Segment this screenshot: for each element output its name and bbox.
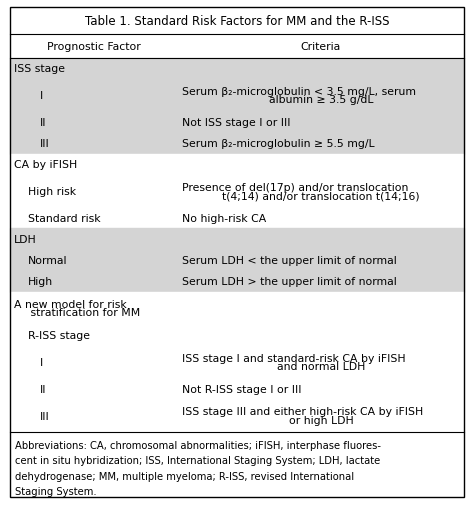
Bar bbox=[10, 325, 464, 346]
Text: Not R-ISS stage I or III: Not R-ISS stage I or III bbox=[182, 384, 301, 394]
Text: No high-risk CA: No high-risk CA bbox=[182, 214, 266, 224]
Text: Serum β₂-microglobulin ≥ 5.5 mg/L: Serum β₂-microglobulin ≥ 5.5 mg/L bbox=[182, 139, 374, 149]
Text: LDH: LDH bbox=[14, 234, 37, 244]
Bar bbox=[10, 229, 464, 250]
Text: Staging System.: Staging System. bbox=[15, 486, 97, 496]
Text: and normal LDH: and normal LDH bbox=[277, 361, 365, 371]
Bar bbox=[10, 292, 464, 325]
Text: II: II bbox=[40, 384, 46, 394]
Text: stratification for MM: stratification for MM bbox=[20, 308, 140, 318]
Text: High: High bbox=[28, 277, 53, 287]
Text: II: II bbox=[40, 118, 46, 128]
Bar bbox=[10, 378, 464, 399]
Text: Prognostic Factor: Prognostic Factor bbox=[47, 41, 141, 52]
Text: Abbreviations: CA, chromosomal abnormalities; iFISH, interphase fluores-: Abbreviations: CA, chromosomal abnormali… bbox=[15, 440, 381, 450]
Text: Normal: Normal bbox=[28, 256, 67, 266]
Bar bbox=[10, 250, 464, 271]
Text: III: III bbox=[40, 139, 50, 149]
Text: Criteria: Criteria bbox=[301, 41, 341, 52]
Text: Presence of del(17p) and/or translocation: Presence of del(17p) and/or translocatio… bbox=[182, 182, 409, 192]
Bar bbox=[10, 34, 464, 59]
Bar bbox=[10, 399, 464, 432]
Text: t(4;14) and/or translocation t(14;16): t(4;14) and/or translocation t(14;16) bbox=[222, 191, 420, 201]
Text: I: I bbox=[40, 91, 43, 101]
Text: III: III bbox=[40, 411, 50, 421]
Bar bbox=[10, 175, 464, 208]
Bar bbox=[10, 80, 464, 112]
Bar bbox=[10, 208, 464, 229]
Bar bbox=[10, 155, 464, 175]
Text: Standard risk: Standard risk bbox=[28, 214, 100, 224]
Text: Serum β₂-microglobulin < 3.5 mg/L, serum: Serum β₂-microglobulin < 3.5 mg/L, serum bbox=[182, 87, 416, 97]
Bar bbox=[10, 271, 464, 292]
Text: ISS stage III and either high-risk CA by iFISH: ISS stage III and either high-risk CA by… bbox=[182, 407, 423, 417]
Text: Not ISS stage I or III: Not ISS stage I or III bbox=[182, 118, 291, 128]
Bar bbox=[10, 59, 464, 80]
Text: CA by iFISH: CA by iFISH bbox=[14, 160, 77, 170]
Bar bbox=[10, 8, 464, 34]
Text: albumin ≥ 3.5 g/dL: albumin ≥ 3.5 g/dL bbox=[269, 95, 373, 105]
Text: I: I bbox=[40, 357, 43, 367]
Text: or high LDH: or high LDH bbox=[289, 415, 353, 425]
Text: Table 1. Standard Risk Factors for MM and the R-ISS: Table 1. Standard Risk Factors for MM an… bbox=[85, 15, 389, 28]
Bar bbox=[10, 346, 464, 378]
Text: High risk: High risk bbox=[28, 187, 76, 196]
Bar bbox=[10, 432, 464, 497]
Text: Serum LDH < the upper limit of normal: Serum LDH < the upper limit of normal bbox=[182, 256, 397, 266]
Text: cent in situ hybridization; ISS, International Staging System; LDH, lactate: cent in situ hybridization; ISS, Interna… bbox=[15, 456, 380, 465]
Text: ISS stage I and standard-risk CA by iFISH: ISS stage I and standard-risk CA by iFIS… bbox=[182, 353, 406, 363]
Text: ISS stage: ISS stage bbox=[14, 64, 65, 74]
Text: Serum LDH > the upper limit of normal: Serum LDH > the upper limit of normal bbox=[182, 277, 397, 287]
Text: A new model for risk: A new model for risk bbox=[14, 299, 127, 310]
Text: dehydrogenase; MM, multiple myeloma; R-ISS, revised International: dehydrogenase; MM, multiple myeloma; R-I… bbox=[15, 471, 354, 481]
Text: R-ISS stage: R-ISS stage bbox=[28, 330, 90, 340]
Bar bbox=[10, 112, 464, 133]
Bar bbox=[10, 133, 464, 155]
